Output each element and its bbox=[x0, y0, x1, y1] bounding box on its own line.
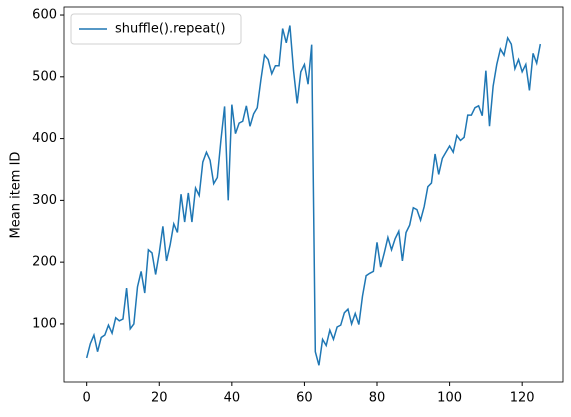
x-tick-label: 20 bbox=[151, 391, 168, 406]
x-tick-label: 100 bbox=[437, 391, 462, 406]
y-tick-label: 600 bbox=[32, 8, 57, 23]
y-tick-label: 200 bbox=[32, 255, 57, 270]
legend-box bbox=[70, 13, 242, 45]
y-tick-label: 400 bbox=[32, 131, 57, 146]
y-tick-label: 500 bbox=[32, 69, 57, 84]
y-tick-label: 300 bbox=[32, 193, 57, 208]
x-tick-label: 60 bbox=[296, 391, 313, 406]
plot-frame bbox=[63, 6, 564, 383]
line bbox=[85, 25, 542, 366]
legend-label: shuffle().repeat() bbox=[115, 22, 226, 37]
x-tick-label: 40 bbox=[224, 391, 241, 406]
x-tick-label: 120 bbox=[510, 391, 535, 406]
x-tick-label: 80 bbox=[369, 391, 386, 406]
y-tick-label: 100 bbox=[32, 316, 57, 331]
x-tick-label: 0 bbox=[83, 391, 91, 406]
y-axis-label: Mean item ID bbox=[9, 152, 24, 239]
